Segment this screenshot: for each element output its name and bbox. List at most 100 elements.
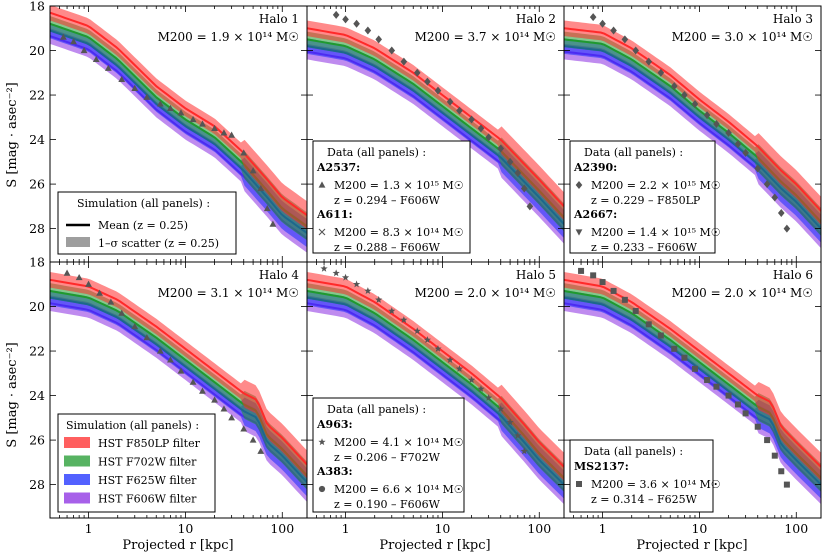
data-point-10: [434, 86, 442, 95]
data-point-6: [118, 75, 126, 83]
data-point-5: [375, 35, 383, 44]
scatter-band-F702W: [307, 31, 564, 232]
scatter-band-F702W: [50, 16, 307, 241]
legend-swatch: [64, 492, 90, 504]
data-point-9: [671, 345, 678, 352]
cluster-redshift: z = 0.314 – F625W: [591, 493, 698, 506]
y-axis-label-bottom: S [mag · asec⁻²]: [5, 342, 20, 447]
legend-marker-cross: [318, 228, 326, 236]
mass-label: M200 = 3.1 × 10¹⁴ M☉: [158, 286, 299, 300]
data-point-5: [104, 64, 112, 71]
data-point-20: [263, 204, 271, 212]
data-point-2: [70, 38, 77, 45]
data-point-21: [269, 220, 277, 227]
data-point-11: [177, 367, 185, 374]
data-point-18: [249, 436, 257, 443]
x-tick-label: 1: [85, 521, 93, 536]
y-tick-label: 20: [29, 299, 45, 314]
x-tick-label: 1: [342, 521, 350, 536]
data-point-17: [754, 423, 761, 430]
data-point-9: [413, 327, 421, 335]
data-point-17: [497, 405, 505, 412]
data-point-15: [477, 385, 485, 392]
y-tick-label: 22: [29, 344, 45, 359]
data-point-1: [320, 264, 328, 272]
data-point-19: [514, 431, 522, 439]
data-point-4: [621, 35, 629, 44]
data-point-3: [341, 273, 350, 281]
data-point-17: [240, 425, 248, 432]
y-tick-label: 26: [29, 177, 45, 192]
cluster-redshift: z = 0.190 – F606W: [334, 498, 441, 511]
cluster-mass: M200 = 8.3 × 10¹⁴ M☉: [334, 226, 464, 239]
data-point-15: [742, 148, 749, 157]
data-point-15: [220, 129, 228, 136]
data-point-1: [589, 13, 597, 22]
panel-halo-1: 18 20 22 24 26 28 Halo 1 M200 = 1.9 × 10¹⁴ M☉: [29, 0, 308, 263]
data-point-14: [477, 124, 485, 133]
data-point-14: [725, 392, 732, 399]
legend-marker-star: [318, 438, 326, 446]
cluster-redshift: z = 0.233 – F606W: [591, 241, 698, 254]
data-point-2: [599, 19, 606, 28]
cluster-name: A383:: [316, 465, 353, 478]
y-tick-label: 28: [29, 221, 45, 236]
x-tick-label: 100: [784, 521, 808, 536]
data-point-6: [388, 46, 396, 55]
legend-filters: Simulation (all panels) : HST F850LP filt…: [57, 413, 216, 513]
data-point-10: [167, 104, 174, 111]
data-point-14: [734, 140, 742, 149]
data-point-20: [778, 468, 785, 475]
data-point-7: [388, 307, 396, 315]
data-point-13: [713, 383, 720, 390]
legend-data-1: Data (all panels) : A2537: M200 = 1.3 × 10…: [312, 140, 471, 254]
scatter-band-F850LP: [50, 6, 307, 230]
data-point-6: [375, 296, 383, 303]
data-point-12: [456, 106, 463, 115]
y-tick-label: 22: [29, 88, 45, 103]
legend-marker-triangle-down: [575, 229, 583, 236]
legend-swatch: [64, 474, 90, 485]
data-point-12: [189, 378, 197, 385]
y-tick-label: 18: [29, 0, 45, 14]
data-point-15: [220, 405, 228, 412]
scatter-band-F625W: [50, 22, 307, 248]
mass-label: M200 = 2.0 × 10¹⁴ M☉: [672, 286, 813, 300]
data-point-10: [691, 99, 699, 108]
cluster-mass: M200 = 3.6 × 10¹⁴ M☉: [591, 478, 721, 491]
y-tick-label: 20: [29, 43, 45, 58]
data-point-8: [143, 93, 151, 100]
x-axis-label-2: Projected r [kpc]: [379, 538, 490, 553]
data-point-16: [497, 144, 505, 153]
data-point-2: [342, 15, 349, 24]
legend-data-4: Data (all panels) : MS2137: M200 = 3.6 × 1…: [569, 439, 721, 513]
data-point-17: [763, 180, 771, 189]
data-point-16: [742, 410, 749, 417]
legend-title: Data (all panels) :: [327, 146, 426, 159]
data-point-16: [228, 131, 236, 138]
data-point-15: [485, 133, 492, 142]
data-point-11: [703, 111, 711, 120]
panel-frame: [563, 261, 822, 519]
data-point-9: [424, 77, 431, 86]
data-point-16: [754, 164, 762, 173]
data-point-14: [467, 376, 476, 384]
x-axis-label-3: Projected r [kpc]: [636, 538, 747, 553]
data-point-20: [783, 224, 791, 233]
data-point-10: [167, 356, 174, 363]
scatter-band-F625W: [307, 38, 564, 239]
cluster-name: A963:: [316, 418, 353, 431]
x-tick-label: 10: [434, 521, 450, 536]
scatter-band-F606W: [50, 28, 307, 253]
data-point-19: [771, 452, 778, 459]
data-point-5: [632, 46, 640, 55]
data-point-13: [455, 365, 464, 372]
data-point-1: [63, 269, 71, 276]
legend-title: Data (all panels) :: [584, 445, 683, 458]
panels-group: 18 20 22 24 26 28 Halo 1 M200 = 1.9 × 10¹⁴ M☉ Ha…: [29, 0, 822, 536]
data-point-3: [353, 19, 360, 28]
cluster-mass: M200 = 4.1 × 10¹⁴ M☉: [334, 436, 464, 449]
data-point-1: [332, 10, 340, 19]
data-point-18: [249, 167, 257, 174]
